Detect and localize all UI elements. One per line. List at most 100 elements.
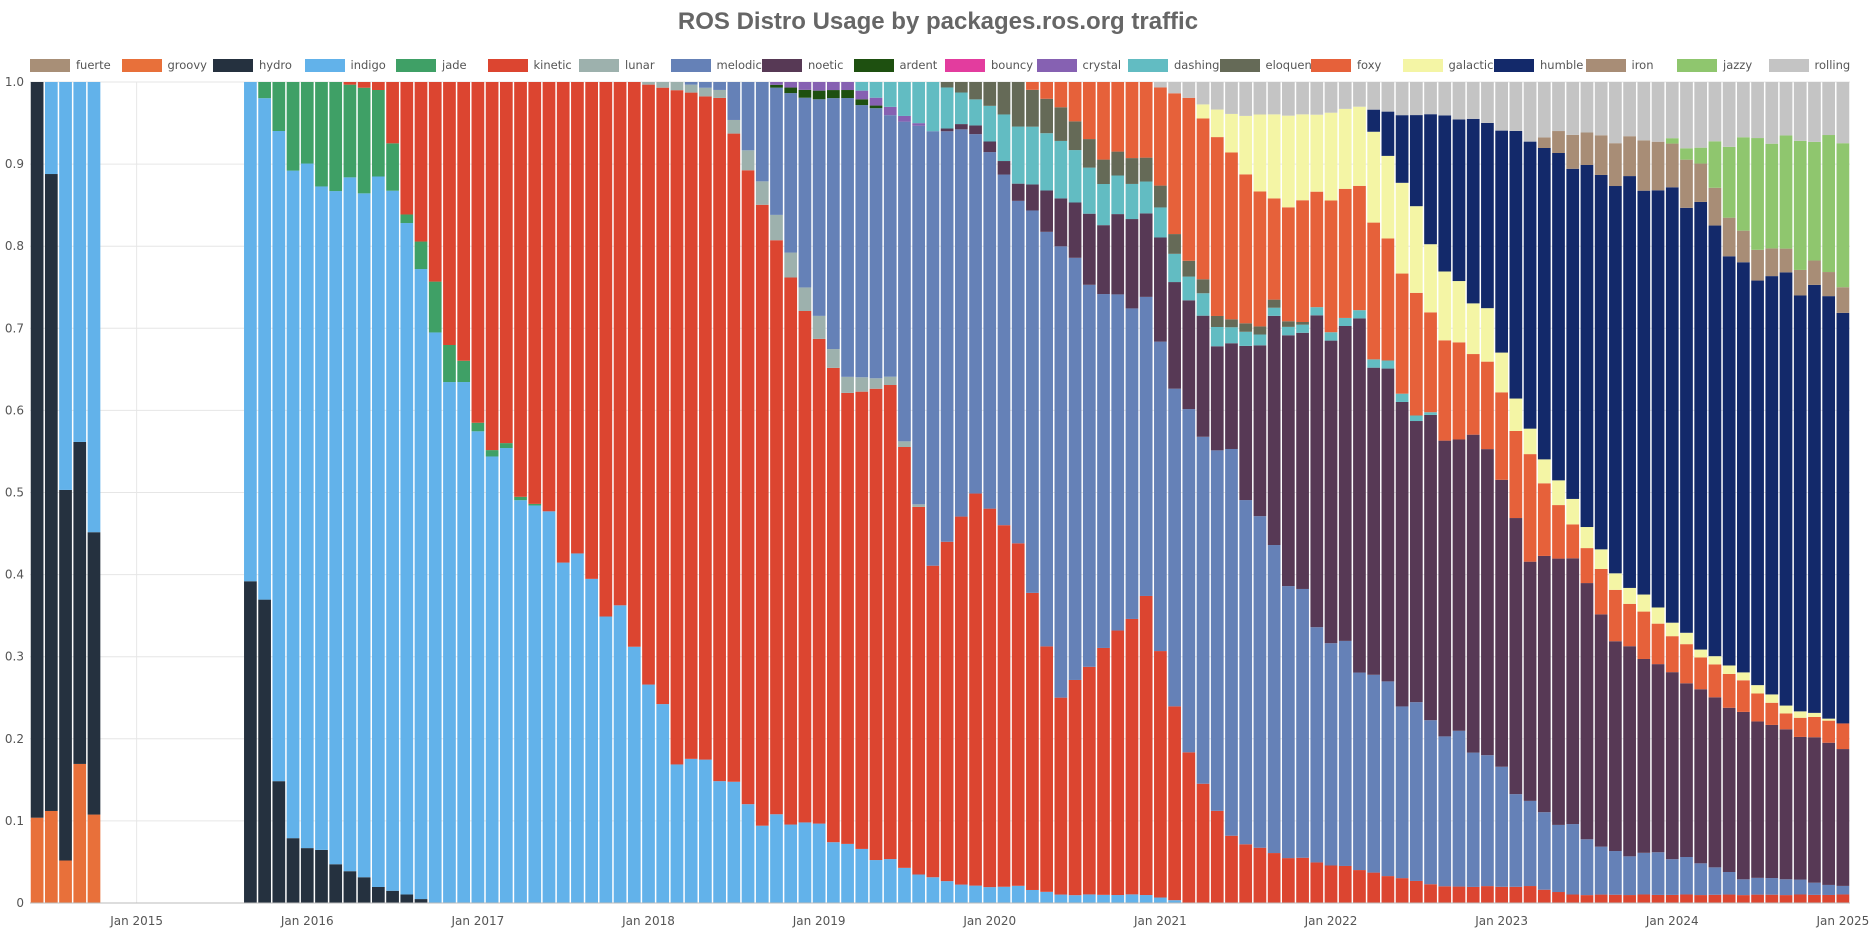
x-tick-label: Jan 2022 bbox=[1304, 914, 1358, 928]
legend-item-iron[interactable]: iron bbox=[1585, 56, 1654, 74]
bar-segment-galactic bbox=[1637, 594, 1651, 612]
bar-segment-rolling bbox=[1808, 82, 1821, 142]
bar-segment-dashing bbox=[1210, 326, 1224, 347]
bar-segment-humble bbox=[1793, 295, 1807, 712]
bar-segment-jade bbox=[485, 450, 499, 457]
bar-segment-groovy bbox=[73, 763, 87, 903]
legend-item-galactic[interactable]: galactic bbox=[1402, 56, 1493, 74]
bar-segment-dashing bbox=[1225, 327, 1238, 344]
bar-segment-indigo bbox=[883, 859, 897, 903]
bar-segment-kinetic bbox=[1651, 894, 1665, 903]
bar-segment-kinetic bbox=[1680, 894, 1693, 903]
bar-segment-kinetic bbox=[670, 90, 684, 765]
bar-segment-dashing bbox=[983, 105, 997, 142]
bar-segment-noetic bbox=[1722, 707, 1736, 872]
legend-item-ardent[interactable]: ardent bbox=[853, 56, 938, 74]
bar-segment-kinetic bbox=[1253, 847, 1267, 903]
legend-label: fuerte bbox=[76, 58, 111, 72]
bar-segment-indigo bbox=[414, 269, 428, 900]
legend-item-noetic[interactable]: noetic bbox=[762, 56, 843, 74]
legend-item-kinetic[interactable]: kinetic bbox=[487, 56, 572, 74]
bar-segment-humble bbox=[1651, 190, 1665, 608]
bar-segment-foxy bbox=[1424, 312, 1437, 413]
bar-segment-jazzy bbox=[1765, 143, 1779, 249]
bar-segment-rolling bbox=[1210, 82, 1224, 110]
legend-item-lunar[interactable]: lunar bbox=[579, 56, 655, 74]
bar-segment-rolling bbox=[1353, 82, 1366, 107]
bar-segment-lunar bbox=[770, 214, 783, 241]
bar-segment-foxy bbox=[1793, 717, 1807, 737]
bar-segment-foxy bbox=[1808, 716, 1821, 738]
bar-segment-melodic bbox=[1765, 878, 1779, 895]
bar-segment-ardent bbox=[784, 87, 798, 94]
bar-segment-jade bbox=[343, 84, 357, 178]
bar-segment-melodic bbox=[713, 82, 726, 90]
legend-item-dashing[interactable]: dashing bbox=[1128, 56, 1219, 74]
bar-segment-jade bbox=[258, 82, 271, 99]
x-tick-label: Jan 2025 bbox=[1815, 914, 1869, 928]
legend-item-jade[interactable]: jade bbox=[396, 56, 467, 74]
bar-segment-humble bbox=[1452, 119, 1466, 282]
bar-segment-melodic bbox=[1139, 296, 1153, 596]
bar-segment-kinetic bbox=[499, 82, 513, 444]
bar-segment-crystal bbox=[770, 82, 783, 85]
legend-item-humble[interactable]: humble bbox=[1494, 56, 1583, 74]
bar-segment-indigo bbox=[286, 170, 300, 839]
bar-segment-kinetic bbox=[1097, 647, 1110, 895]
bar-segment-galactic bbox=[1310, 114, 1324, 192]
bar-segment-hydro bbox=[272, 781, 286, 903]
bar-segment-lunar bbox=[642, 82, 655, 85]
legend-item-foxy[interactable]: foxy bbox=[1311, 56, 1381, 74]
bar-segment-dashing bbox=[1381, 360, 1395, 369]
bar-segment-kinetic bbox=[386, 82, 399, 144]
legend-item-fuerte[interactable]: fuerte bbox=[30, 56, 111, 74]
bar-segment-galactic bbox=[1296, 114, 1309, 201]
bar-segment-noetic bbox=[1139, 213, 1153, 297]
bar-segment-crystal bbox=[798, 82, 812, 90]
bar-segment-noetic bbox=[1026, 184, 1039, 211]
bar-segment-humble bbox=[1523, 141, 1537, 429]
legend-item-rolling[interactable]: rolling bbox=[1768, 56, 1850, 74]
bar-segment-foxy bbox=[1623, 603, 1636, 647]
bar-segment-melodic bbox=[1537, 812, 1551, 890]
bar-segment-galactic bbox=[1395, 182, 1409, 274]
bar-segment-indigo bbox=[656, 704, 670, 903]
bar-segment-kinetic bbox=[855, 391, 869, 849]
bar-segment-noetic bbox=[1708, 697, 1722, 868]
bar-segment-dashing bbox=[1026, 126, 1039, 185]
bar-segment-kinetic bbox=[1395, 878, 1409, 903]
legend-item-melodic[interactable]: melodic bbox=[670, 56, 762, 74]
legend-item-bouncy[interactable]: bouncy bbox=[945, 56, 1033, 74]
bar-segment-kinetic bbox=[1040, 646, 1053, 892]
legend-item-hydro[interactable]: hydro bbox=[213, 56, 292, 74]
legend-swatch bbox=[304, 58, 345, 72]
bar-segment-hydro bbox=[73, 441, 87, 764]
bar-segment-noetic bbox=[1694, 689, 1708, 864]
bar-segment-kinetic bbox=[400, 82, 414, 215]
bar-segment-dashing bbox=[1367, 359, 1381, 368]
bar-segment-melodic bbox=[1353, 672, 1366, 871]
legend-label: ardent bbox=[899, 58, 938, 72]
bar-segment-eloquent bbox=[1239, 323, 1253, 332]
bar-segment-hydro bbox=[286, 838, 300, 903]
bar-segment-lunar bbox=[656, 82, 670, 88]
legend-item-crystal[interactable]: crystal bbox=[1036, 56, 1121, 74]
legend-swatch bbox=[670, 58, 711, 72]
bar-segment-jade bbox=[300, 82, 314, 164]
bar-segment-iron bbox=[1793, 269, 1807, 296]
bar-segment-melodic bbox=[969, 134, 982, 494]
bar-segment-dashing bbox=[997, 114, 1011, 162]
bar-segment-foxy bbox=[1068, 82, 1082, 122]
legend-item-eloquent[interactable]: eloquent bbox=[1219, 56, 1317, 74]
legend-label: eloquent bbox=[1265, 58, 1317, 72]
bar-segment-iron bbox=[1651, 141, 1665, 191]
bar-segment-foxy bbox=[1267, 198, 1281, 300]
bar-segment-crystal bbox=[855, 90, 869, 100]
bar-segment-noetic bbox=[1452, 439, 1466, 731]
legend-item-jazzy[interactable]: jazzy bbox=[1677, 56, 1752, 74]
legend-item-indigo[interactable]: indigo bbox=[304, 56, 386, 74]
bar-segment-foxy bbox=[1566, 524, 1580, 559]
bar-segment-groovy bbox=[87, 814, 101, 903]
y-tick-label: 0.6 bbox=[5, 403, 24, 417]
legend-item-groovy[interactable]: groovy bbox=[121, 56, 207, 74]
